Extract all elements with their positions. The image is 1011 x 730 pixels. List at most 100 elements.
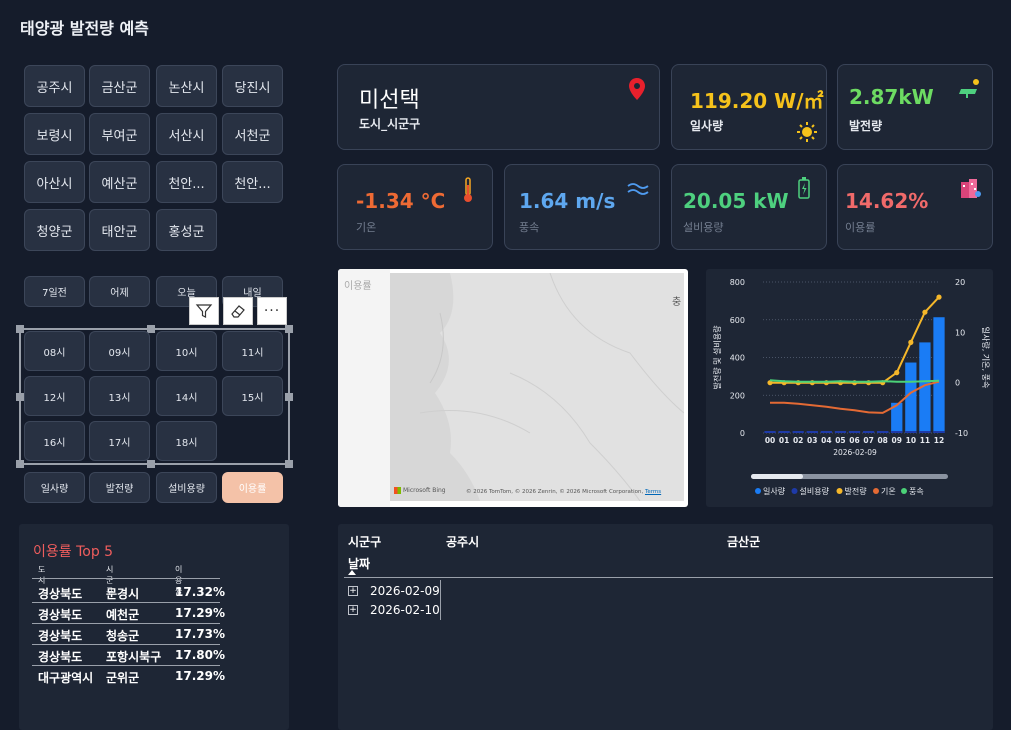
top5-cell: 군위군: [106, 671, 140, 685]
city-button[interactable]: 당진시: [222, 65, 283, 107]
hour-button[interactable]: 11시: [222, 331, 283, 371]
line-풍속[interactable]: [769, 379, 940, 383]
kpi-irradiance-value: 119.20 W/㎡: [690, 89, 824, 113]
y-right-tick: 0: [955, 379, 960, 388]
legend-marker: [836, 488, 843, 494]
metric-button[interactable]: 설비용량: [156, 472, 217, 503]
city-button[interactable]: 천안...: [156, 161, 217, 203]
x-tick: 08: [877, 436, 887, 445]
day-button[interactable]: 7일전: [24, 276, 85, 307]
x-tick: 12: [934, 436, 944, 445]
x-tick: 10: [906, 436, 916, 445]
marker-generation[interactable]: [922, 309, 928, 315]
kpi-temperature-value: -1.34 °C: [356, 189, 446, 213]
city-button[interactable]: 논산시: [156, 65, 217, 107]
hour-button[interactable]: 14시: [156, 376, 217, 416]
city-button[interactable]: 청양군: [24, 209, 85, 251]
hour-button[interactable]: 10시: [156, 331, 217, 371]
building-icon: [961, 179, 981, 198]
bar-capacity[interactable]: [891, 431, 903, 433]
bar-capacity[interactable]: [764, 431, 776, 433]
top5-cell: 경상북도: [38, 587, 83, 601]
bar-capacity[interactable]: [792, 431, 804, 433]
top5-row-rule: [32, 665, 220, 666]
kpi-irradiance-card: 119.20 W/㎡ 일사량: [671, 64, 827, 150]
expand-row-icon[interactable]: +: [348, 605, 358, 615]
matrix-row-date: 2026-02-10: [370, 603, 440, 617]
city-button[interactable]: 부여군: [89, 113, 150, 155]
city-button[interactable]: 보령시: [24, 113, 85, 155]
kpi-capacity-value: 20.05 kW: [683, 189, 789, 213]
y-left-tick: 800: [730, 278, 745, 287]
x-tick: 02: [793, 436, 803, 445]
bar-capacity[interactable]: [806, 431, 818, 433]
city-button[interactable]: 홍성군: [156, 209, 217, 251]
y-left-tick: 200: [730, 391, 745, 400]
bar-irradiance[interactable]: [933, 317, 945, 433]
legend-marker: [791, 488, 798, 494]
hour-button[interactable]: 16시: [24, 421, 85, 461]
day-button[interactable]: 어제: [89, 276, 150, 307]
kpi-selection-card: 미선택 도시_시군구: [337, 64, 660, 150]
bar-irradiance[interactable]: [919, 342, 931, 433]
map-terms-link[interactable]: Terms: [644, 489, 662, 495]
hour-button[interactable]: 13시: [89, 376, 150, 416]
city-button[interactable]: 서천군: [222, 113, 283, 155]
bar-capacity[interactable]: [933, 431, 945, 433]
bar-capacity[interactable]: [834, 431, 847, 433]
marker-generation[interactable]: [908, 339, 914, 345]
y-left-label: 발전량 및 설비용량: [712, 325, 722, 390]
matrix-header-date: 날짜: [348, 557, 371, 571]
bar-capacity[interactable]: [848, 431, 861, 433]
hour-slicer-selection[interactable]: [16, 325, 293, 468]
metric-button[interactable]: 이용률: [222, 472, 283, 503]
hour-button[interactable]: 12시: [24, 376, 85, 416]
bar-capacity[interactable]: [919, 431, 931, 433]
city-button[interactable]: 천안...: [222, 161, 283, 203]
city-button[interactable]: 예산군: [89, 161, 150, 203]
x-tick: 09: [892, 436, 902, 445]
city-button[interactable]: 금산군: [89, 65, 150, 107]
bar-capacity[interactable]: [778, 431, 790, 433]
map-canvas[interactable]: [390, 273, 684, 501]
kpi-utilization-value: 14.62%: [845, 189, 929, 213]
expand-row-icon[interactable]: +: [348, 586, 358, 596]
bar-capacity[interactable]: [862, 431, 875, 433]
filter-icon[interactable]: [189, 297, 219, 325]
hour-button[interactable]: 17시: [89, 421, 150, 461]
top5-cell: 17.73%: [175, 627, 225, 641]
marker-generation[interactable]: [936, 294, 942, 300]
marker-generation[interactable]: [767, 380, 773, 386]
hour-button[interactable]: 08시: [24, 331, 85, 371]
metric-button[interactable]: 일사량: [24, 472, 85, 503]
bar-irradiance[interactable]: [891, 402, 903, 433]
city-button[interactable]: 태안군: [89, 209, 150, 251]
city-button[interactable]: 아산시: [24, 161, 85, 203]
bar-capacity[interactable]: [820, 431, 832, 433]
hour-button[interactable]: 15시: [222, 376, 283, 416]
bar-irradiance[interactable]: [905, 362, 917, 433]
eraser-icon[interactable]: [223, 297, 253, 325]
top5-row-rule: [32, 602, 220, 603]
metric-button[interactable]: 발전량: [89, 472, 150, 503]
city-button[interactable]: 서산시: [156, 113, 217, 155]
bar-capacity[interactable]: [877, 431, 889, 433]
sort-ascending-icon[interactable]: [348, 570, 356, 575]
bar-capacity[interactable]: [905, 431, 917, 433]
city-button[interactable]: 공주시: [24, 65, 85, 107]
top5-cell: 문경시: [106, 587, 140, 601]
chart-scrollbar-thumb[interactable]: [751, 474, 803, 479]
x-tick: 01: [779, 436, 789, 445]
line-기온[interactable]: [770, 380, 940, 414]
marker-generation[interactable]: [894, 370, 900, 376]
top5-cell: 청송군: [106, 629, 140, 643]
hour-button[interactable]: 09시: [89, 331, 150, 371]
y-right-tick: -10: [955, 429, 968, 438]
x-tick: 06: [849, 436, 859, 445]
x-tick: 04: [821, 436, 831, 445]
hour-button[interactable]: 18시: [156, 421, 217, 461]
y-right-label: 일사량, 기온, 풍속: [981, 327, 991, 389]
more-options-icon[interactable]: ···: [257, 297, 287, 325]
